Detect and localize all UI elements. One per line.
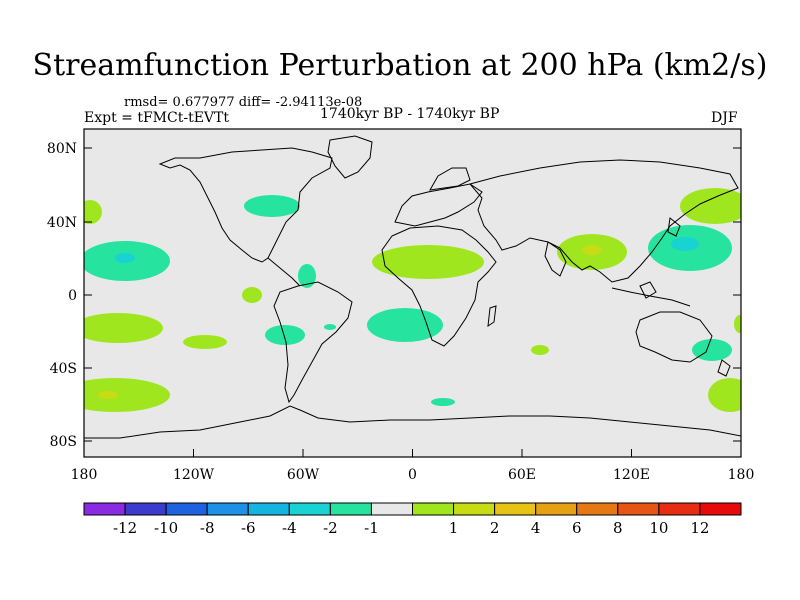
lon-label: 60E: [508, 467, 536, 483]
contour-southern-ocean-negative: [431, 398, 455, 406]
contour-southern-ocean-core: [98, 391, 118, 399]
lon-labels: 180 120W 60W 0 60E 120E 180: [71, 467, 755, 483]
contour-pacific-equatorial: [242, 287, 262, 303]
lon-label: 0: [408, 467, 417, 483]
colorbar-swatch: [618, 503, 659, 515]
colorbar-swatch: [207, 503, 248, 515]
contour-westpacific-core: [671, 237, 699, 251]
contour-pacific-east-edge: [734, 315, 746, 333]
colorbar-labels: -12-10-8-6-4-2-1124681012: [113, 519, 710, 537]
lat-label: 80S: [50, 434, 77, 450]
lat-labels: 80N 40N 0 40S 80S: [47, 141, 77, 450]
contour-southpacific-west: [73, 313, 163, 343]
contour-northamerica-negative: [244, 195, 300, 217]
colorbar: [84, 503, 741, 515]
colorbar-swatch: [289, 503, 330, 515]
colorbar-swatch: [125, 503, 166, 515]
colorbar-label: 12: [690, 519, 709, 537]
colorbar-swatch: [371, 503, 412, 515]
map-canvas: 80N 40N 0 40S 80S 180 120W 60W 0 60E 120…: [0, 0, 800, 600]
contour-southern-ocean-east: [708, 378, 752, 412]
map-background: [84, 129, 741, 457]
lat-label: 40S: [50, 361, 77, 377]
colorbar-swatch: [330, 503, 371, 515]
contour-atlantic-positive: [372, 245, 484, 279]
contour-indian-small: [531, 345, 549, 355]
colorbar-label: 10: [649, 519, 668, 537]
colorbar-label: 1: [449, 519, 459, 537]
lat-label: 0: [68, 288, 77, 304]
colorbar-label: -1: [364, 519, 379, 537]
colorbar-label: -10: [154, 519, 178, 537]
lon-label: 120W: [173, 467, 215, 483]
lon-label: 180: [728, 467, 755, 483]
colorbar-label: -2: [323, 519, 338, 537]
colorbar-swatch: [454, 503, 495, 515]
contour-northpacific-west: [78, 200, 102, 224]
contour-australia-negative: [692, 339, 732, 361]
colorbar-swatch: [577, 503, 618, 515]
colorbar-swatch: [413, 503, 454, 515]
colorbar-label: 2: [490, 519, 500, 537]
lat-label: 80N: [47, 141, 77, 157]
colorbar-label: 4: [531, 519, 541, 537]
lat-label: 40N: [47, 215, 77, 231]
colorbar-swatch: [84, 503, 125, 515]
contour-southamerica-negative: [265, 325, 305, 345]
colorbar-label: -6: [241, 519, 256, 537]
colorbar-label: 6: [572, 519, 582, 537]
colorbar-label: 8: [613, 519, 623, 537]
contour-pacific-core: [115, 253, 135, 263]
colorbar-label: -12: [113, 519, 137, 537]
colorbar-swatch: [166, 503, 207, 515]
contour-southpacific-small: [183, 335, 227, 349]
colorbar-label: -4: [282, 519, 297, 537]
lon-label: 180: [71, 467, 98, 483]
contour-northpacific-east: [680, 188, 750, 224]
colorbar-swatch: [536, 503, 577, 515]
lon-label: 120E: [613, 467, 650, 483]
contour-southatlantic-small: [324, 324, 336, 330]
lon-label: 60W: [287, 467, 320, 483]
contour-southatlantic-negative: [367, 308, 443, 342]
colorbar-swatch: [495, 503, 536, 515]
colorbar-swatch: [248, 503, 289, 515]
colorbar-swatch: [659, 503, 700, 515]
contour-asia-core: [582, 245, 602, 255]
colorbar-label: -8: [200, 519, 215, 537]
colorbar-swatch: [700, 503, 741, 515]
